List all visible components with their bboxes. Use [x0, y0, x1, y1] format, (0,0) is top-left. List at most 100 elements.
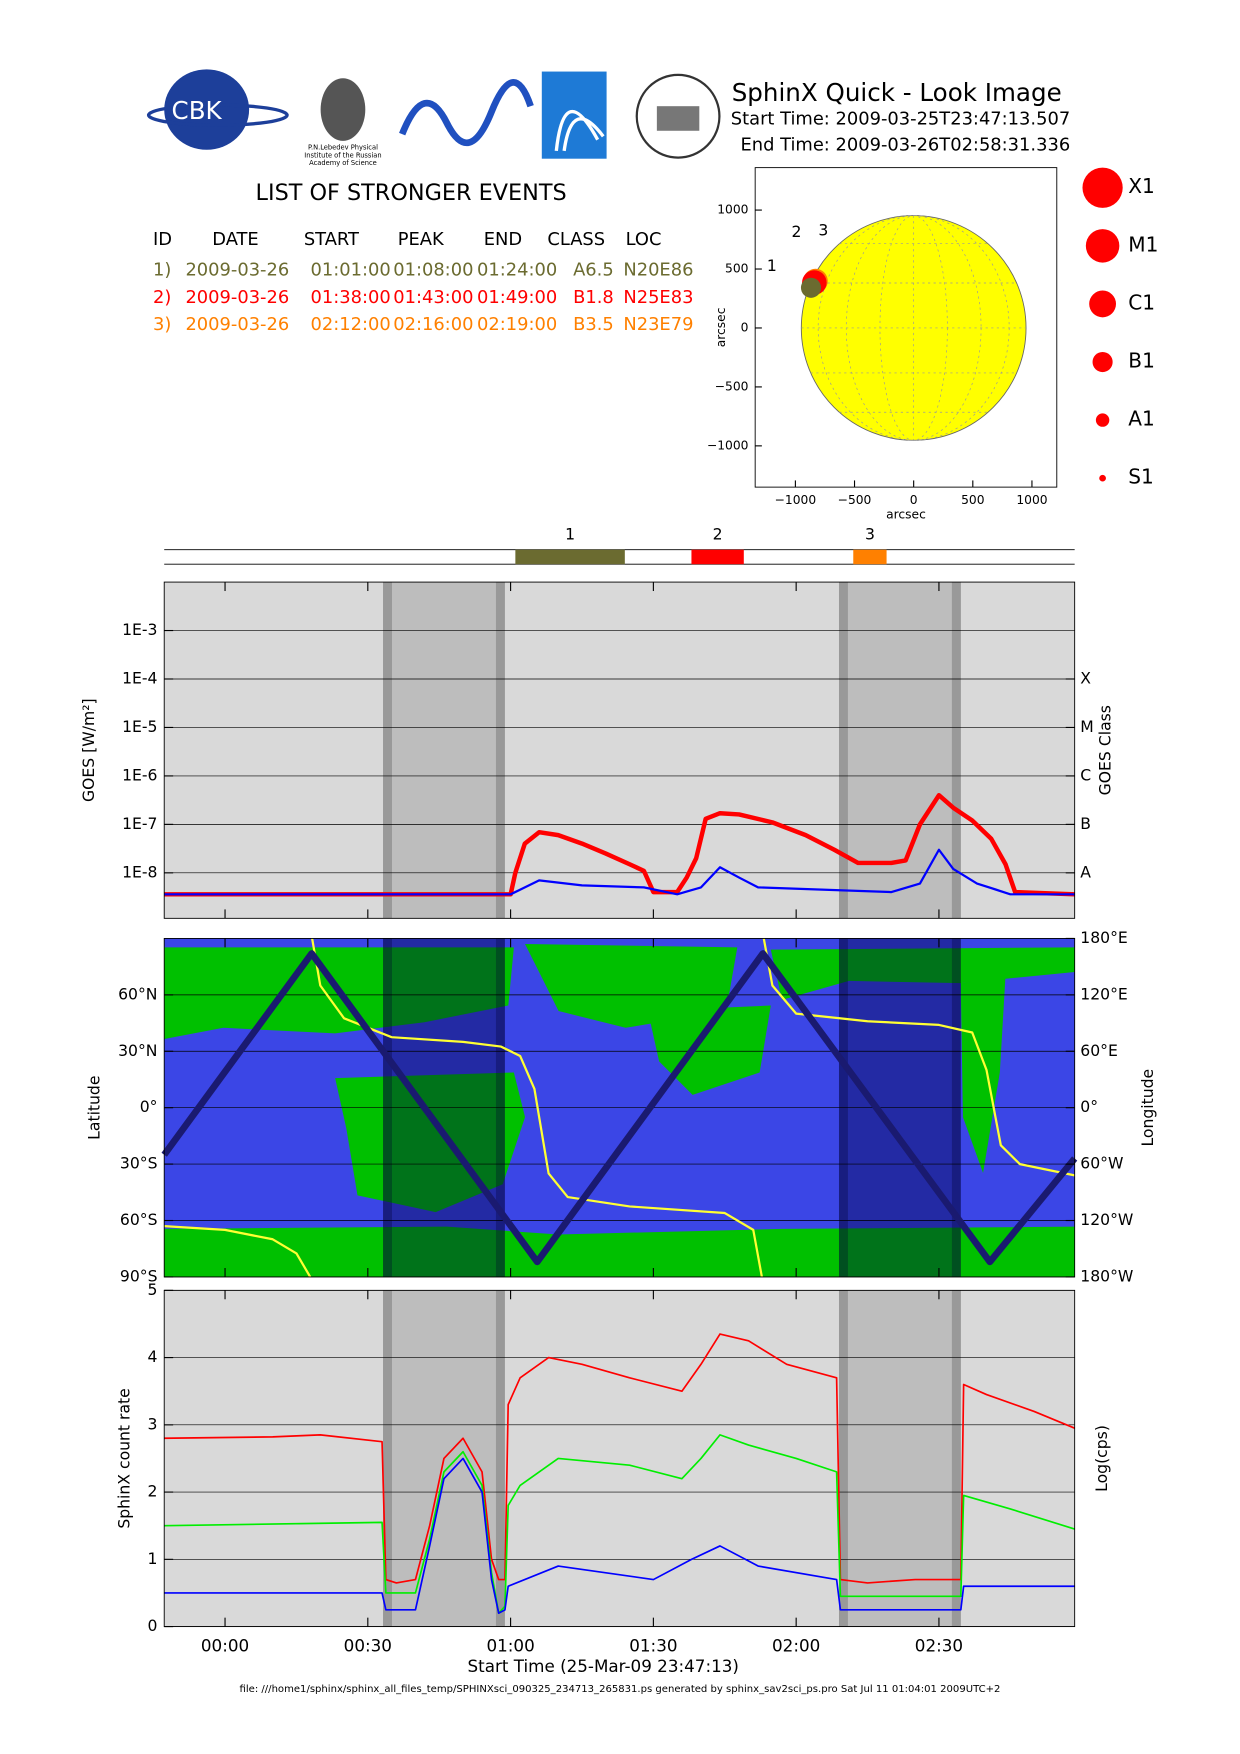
- y-tick-label: 90°S: [120, 1266, 158, 1285]
- eclipse-edge: [838, 582, 848, 919]
- eclipse-edge: [383, 1290, 392, 1627]
- y-tick-label: 1E-7: [122, 814, 157, 833]
- event-span-label: 3: [865, 525, 875, 544]
- institute-line: P.N.Lebedev Physical: [308, 144, 378, 152]
- x-tick-label: 0: [910, 493, 918, 507]
- cbk-logo: [164, 69, 250, 150]
- blue-logo: [541, 71, 607, 159]
- column-header: END: [484, 229, 522, 250]
- event-cell: 01:43:00: [393, 287, 473, 308]
- x-tick-label: 01:00: [486, 1636, 534, 1656]
- x-tick-label: 02:00: [772, 1636, 820, 1656]
- series-line: [161, 950, 1078, 1266]
- y2-tick-label: 0°: [1080, 1097, 1098, 1116]
- event-cell: 01:49:00: [477, 287, 557, 308]
- x-tick-label: −1000: [775, 493, 817, 507]
- event-label: 2: [791, 222, 801, 241]
- y2-tick-label: 120°W: [1080, 1210, 1133, 1229]
- y-tick-label: 2: [148, 1482, 158, 1501]
- eclipse-edge: [951, 582, 961, 919]
- portrait: [320, 78, 366, 141]
- legend-marker: [1092, 351, 1113, 373]
- event-cell: B1.8: [573, 287, 614, 308]
- y-axis-label: Latitude: [84, 1076, 103, 1140]
- land: [525, 944, 738, 1028]
- y-tick-label: 30°S: [120, 1154, 158, 1173]
- y-tick-label: 1E-5: [122, 717, 157, 736]
- y-tick-label: 30°N: [118, 1041, 157, 1060]
- y2-tick-label: M: [1080, 717, 1093, 736]
- eclipse-edge: [951, 1290, 961, 1627]
- x-tick-label: 500: [961, 493, 984, 507]
- y2-tick-label: 60°E: [1080, 1041, 1118, 1060]
- x-tick-label: 00:30: [344, 1636, 392, 1656]
- institute-line: Institute of the Russian: [304, 151, 381, 159]
- eclipse-band: [383, 582, 505, 919]
- seal-building: [656, 106, 700, 131]
- blue-logo-arcs: [554, 109, 605, 152]
- legend-marker: [1089, 290, 1116, 318]
- column-header: CLASS: [547, 229, 605, 250]
- frame: [754, 167, 1058, 488]
- legend-label: B1: [1128, 349, 1155, 373]
- series-line: [164, 848, 1075, 896]
- y2-tick-label: B: [1080, 814, 1091, 833]
- land: [960, 977, 1006, 1174]
- column-header: ID: [153, 229, 172, 250]
- eclipse-band: [838, 582, 961, 919]
- y2-tick-label: 120°E: [1080, 984, 1128, 1003]
- mifi-logo: [399, 79, 534, 146]
- event-span: [515, 549, 625, 565]
- y-axis-label: arcsec: [714, 308, 728, 348]
- event-cell: 02:16:00: [393, 314, 473, 335]
- y2-axis-label: Longitude: [1138, 1069, 1157, 1147]
- y2-tick-label: 180°W: [1080, 1266, 1133, 1285]
- legend-label: X1: [1128, 174, 1155, 198]
- eclipse-edge: [383, 582, 392, 919]
- column-header: LOC: [626, 229, 662, 250]
- y2-axis-label: GOES Class: [1095, 705, 1114, 795]
- legend-label: C1: [1128, 290, 1155, 314]
- logos: CBK P.N.Lebedev Physical Institute of th…: [146, 69, 721, 167]
- eclipse-band: [838, 1290, 961, 1627]
- event-label: 3: [818, 220, 828, 239]
- event-span-label: 1: [565, 525, 575, 544]
- event-cell: 3): [153, 314, 171, 335]
- event-cell: 02:12:00: [311, 314, 391, 335]
- land: [164, 1226, 1075, 1277]
- column-header: PEAK: [398, 229, 445, 250]
- y-tick-label: 1: [148, 1549, 158, 1568]
- event-cell: N23E79: [623, 314, 693, 335]
- series-line: [164, 1333, 1075, 1584]
- event-span-label: 2: [713, 525, 723, 544]
- y-tick-label: 60°N: [118, 984, 157, 1003]
- title: SphinX Quick - Look Image: [732, 78, 1062, 107]
- event-cell: 01:38:00: [311, 287, 391, 308]
- end-time: End Time: 2009-03-26T02:58:31.336: [740, 134, 1070, 155]
- y-axis-label: SphinX count rate: [115, 1388, 134, 1528]
- institute-line: Academy of Science: [309, 159, 377, 167]
- event-cell: B3.5: [573, 314, 614, 335]
- eclipse-edge: [838, 1290, 848, 1627]
- y2-tick-label: C: [1080, 765, 1091, 784]
- event-cell: N20E86: [623, 259, 693, 280]
- y-axis-label: GOES [W/m²]: [79, 698, 98, 802]
- frame: [163, 1289, 1076, 1628]
- event-cell: A6.5: [573, 259, 614, 280]
- y2-tick-label: X: [1080, 668, 1091, 687]
- y-tick-label: 500: [725, 262, 748, 276]
- y2-axis-label: Log(cps): [1092, 1425, 1111, 1492]
- x-tick-label: −500: [838, 493, 872, 507]
- y-tick-label: 0°: [140, 1097, 158, 1116]
- y-tick-label: −500: [715, 379, 749, 393]
- start-time: Start Time: 2009-03-25T23:47:13.507: [731, 109, 1070, 130]
- legend-marker: [1095, 413, 1110, 427]
- event-cell: N25E83: [623, 287, 693, 308]
- x-tick-label: 1000: [1016, 493, 1047, 507]
- y-tick-label: 0: [148, 1616, 158, 1635]
- eclipse-edge: [495, 1290, 505, 1627]
- series-line: [164, 938, 1075, 1278]
- y-tick-label: 4: [148, 1347, 158, 1366]
- y2-tick-label: 180°E: [1080, 928, 1128, 947]
- event-cell: 01:01:00: [311, 259, 391, 280]
